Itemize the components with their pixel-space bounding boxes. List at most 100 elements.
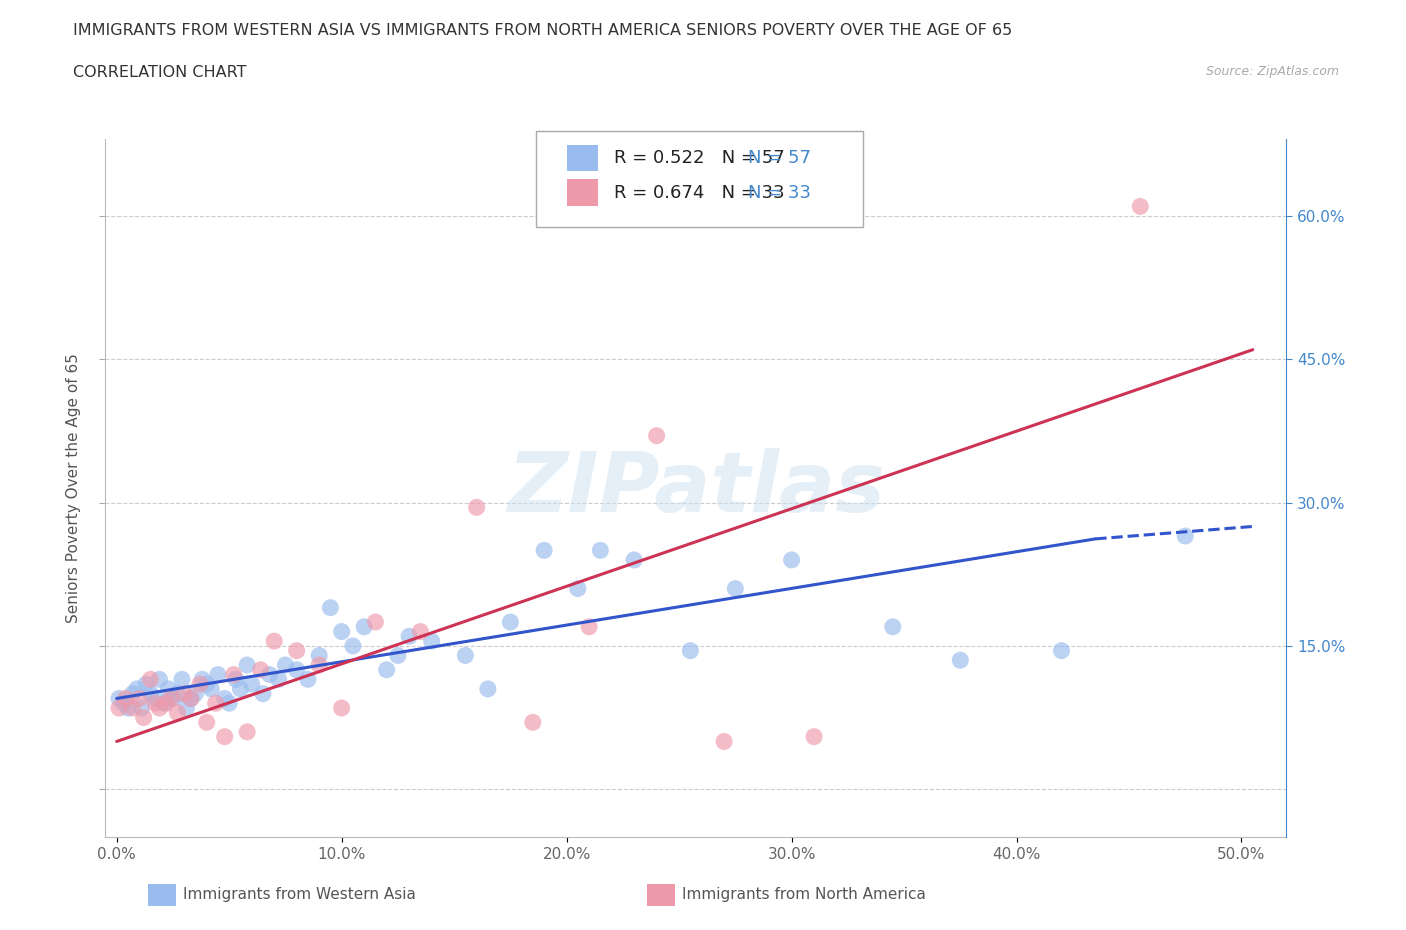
Point xyxy=(409,624,432,639)
Point xyxy=(713,734,735,749)
Point xyxy=(724,581,747,596)
Point xyxy=(882,619,904,634)
Point xyxy=(567,581,589,596)
Point xyxy=(522,715,544,730)
Point xyxy=(420,633,443,648)
Y-axis label: Seniors Poverty Over the Age of 65: Seniors Poverty Over the Age of 65 xyxy=(66,353,82,623)
Point xyxy=(170,671,193,686)
Point xyxy=(139,686,162,701)
Point xyxy=(125,682,148,697)
Point xyxy=(159,691,181,706)
Text: Source: ZipAtlas.com: Source: ZipAtlas.com xyxy=(1205,65,1339,78)
Point xyxy=(533,543,555,558)
Point xyxy=(364,615,387,630)
Point xyxy=(589,543,612,558)
Point xyxy=(200,682,222,697)
Point xyxy=(342,639,364,654)
Point xyxy=(112,696,135,711)
Point xyxy=(155,696,177,711)
Point xyxy=(218,696,240,711)
Point xyxy=(191,671,214,686)
Point xyxy=(274,658,297,672)
Point xyxy=(173,686,195,701)
Point xyxy=(803,729,825,744)
Point xyxy=(236,724,259,739)
Point xyxy=(285,644,308,658)
Point xyxy=(236,658,259,672)
Point xyxy=(135,677,157,692)
Point xyxy=(1050,644,1073,658)
Point xyxy=(387,648,409,663)
Text: Immigrants from North America: Immigrants from North America xyxy=(682,887,925,902)
Point xyxy=(330,624,353,639)
Point xyxy=(949,653,972,668)
Point xyxy=(188,677,211,692)
Point xyxy=(108,700,131,715)
Point xyxy=(214,691,236,706)
Point xyxy=(465,500,488,515)
Point xyxy=(330,700,353,715)
Point xyxy=(398,629,420,644)
Text: Immigrants from Western Asia: Immigrants from Western Asia xyxy=(183,887,416,902)
Point xyxy=(207,667,229,682)
Point xyxy=(454,648,477,663)
Point xyxy=(252,686,274,701)
Point xyxy=(308,658,330,672)
Point xyxy=(222,667,245,682)
Point xyxy=(108,691,131,706)
Point xyxy=(195,677,218,692)
Point xyxy=(229,682,252,697)
Point xyxy=(166,705,188,720)
Point xyxy=(162,691,184,706)
Point xyxy=(132,711,155,725)
Point xyxy=(225,671,247,686)
Point xyxy=(148,671,170,686)
Point xyxy=(157,682,180,697)
Point xyxy=(240,677,263,692)
Point xyxy=(121,686,143,701)
Point xyxy=(180,691,202,706)
Point xyxy=(114,691,136,706)
Text: R = 0.674   N = 33: R = 0.674 N = 33 xyxy=(614,183,785,202)
Point xyxy=(259,667,281,682)
Point xyxy=(285,662,308,677)
Point xyxy=(131,700,153,715)
Point xyxy=(143,691,166,706)
Point xyxy=(353,619,375,634)
Point xyxy=(679,644,702,658)
Point xyxy=(1129,199,1152,214)
Point xyxy=(1174,528,1197,543)
Point xyxy=(578,619,600,634)
Point xyxy=(184,686,207,701)
Text: N = 57: N = 57 xyxy=(748,149,811,167)
Point xyxy=(297,671,319,686)
Point xyxy=(166,686,188,701)
Point xyxy=(645,428,668,443)
Point xyxy=(780,552,803,567)
Point xyxy=(195,715,218,730)
Text: R = 0.522   N = 57: R = 0.522 N = 57 xyxy=(614,149,785,167)
Text: N = 33: N = 33 xyxy=(748,183,811,202)
Point xyxy=(308,648,330,663)
Point xyxy=(477,682,499,697)
Point xyxy=(180,691,202,706)
Point xyxy=(143,696,166,711)
Point xyxy=(148,700,170,715)
Text: CORRELATION CHART: CORRELATION CHART xyxy=(73,65,246,80)
Point xyxy=(623,552,645,567)
Point xyxy=(214,729,236,744)
Point xyxy=(121,700,143,715)
Text: ZIPatlas: ZIPatlas xyxy=(508,447,884,529)
Point xyxy=(267,671,290,686)
Point xyxy=(249,662,271,677)
Point xyxy=(153,696,176,711)
Point xyxy=(176,700,198,715)
Point xyxy=(139,671,162,686)
Point xyxy=(263,633,285,648)
Point xyxy=(128,691,150,706)
Point xyxy=(499,615,522,630)
Point xyxy=(204,696,226,711)
Point xyxy=(375,662,398,677)
Text: IMMIGRANTS FROM WESTERN ASIA VS IMMIGRANTS FROM NORTH AMERICA SENIORS POVERTY OV: IMMIGRANTS FROM WESTERN ASIA VS IMMIGRAN… xyxy=(73,23,1012,38)
Point xyxy=(319,600,342,615)
